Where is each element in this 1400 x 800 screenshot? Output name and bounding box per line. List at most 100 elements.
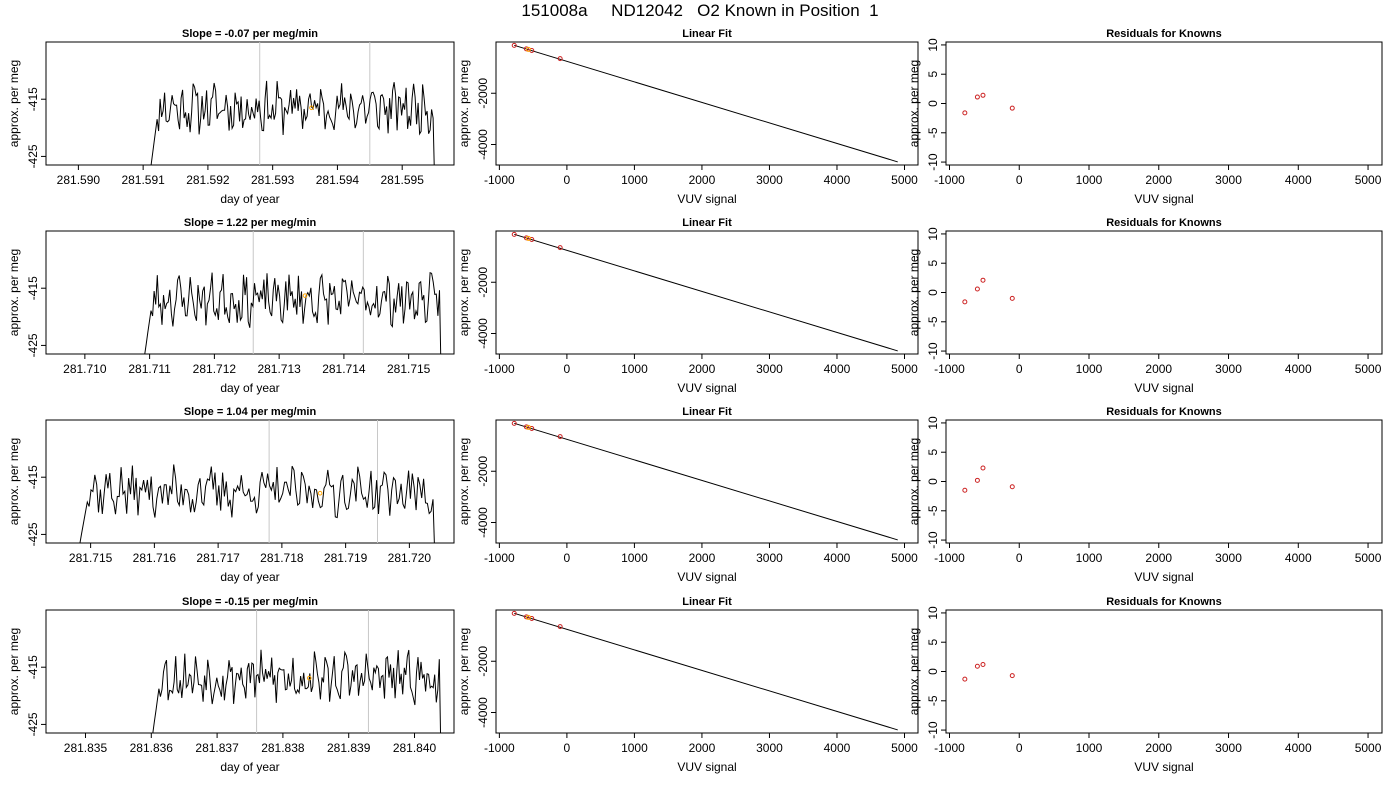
timeseries-3-x-tick-label: 281.720 [388,551,432,565]
linear_fit-3-title: Linear Fit [682,406,732,418]
residuals-1-y-tick-label: -10 [926,153,940,171]
linear_fit-3-plot-frame [495,419,919,544]
linear_fit-1-data-point [511,42,517,48]
residuals-1-plot-frame [945,41,1383,166]
linear_fit-3-x-tick-label: 3000 [756,551,783,565]
linear_fit-4-x-tick-label: 2000 [689,741,716,755]
residuals-2-y-tick-label: -10 [926,342,940,360]
timeseries-3-y-tick-label: -425 [26,522,40,546]
timeseries-2-y-axis-label: approx. per meg [7,249,21,336]
timeseries-4-x-tick-label: 281.838 [261,741,305,755]
residuals-1-x-axis-label: VUV signal [1134,192,1193,206]
residuals-3-y-tick-label: 0 [926,478,940,485]
linear_fit-3-y-axis-label: approx. per meg [457,438,471,525]
linear_fit-4-data-point [557,624,563,630]
residuals-1-x-tick-label: 2000 [1145,173,1172,187]
residuals-3-y-axis-label: approx. per meg [907,438,921,525]
timeseries-4-x-tick-label: 281.836 [130,741,174,755]
linear_fit-2-x-tick-label: 5000 [891,362,918,376]
timeseries-3-y-axis-label: approx. per meg [7,438,21,525]
residuals-4-y-tick-label: 10 [926,606,940,620]
residuals-4-x-tick-label: 0 [1016,741,1023,755]
residuals-2-y-tick-label: 10 [926,227,940,241]
residuals-4-x-tick-label: 3000 [1215,741,1242,755]
linear_fit-2-y-axis-label: approx. per meg [457,249,471,336]
linear_fit-4-highlight-point [525,614,531,620]
linear_fit-4-y-tick-label: -4000 [476,697,490,728]
linear_fit-3-x-tick-label: 1000 [621,551,648,565]
residuals-3-x-tick-label: 2000 [1145,551,1172,565]
residuals-2-data-point [962,299,968,305]
linear_fit-3-y-tick-label: -4000 [476,507,490,538]
residuals-3-data-point [962,487,968,493]
residuals-2-y-tick-label: 5 [926,260,940,267]
linear_fit-1-y-tick-label: -4000 [476,129,490,160]
residuals-4-y-tick-label: -10 [926,721,940,739]
timeseries-4-y-tick-label: -415 [26,655,40,679]
residuals-3-x-tick-label: 3000 [1215,551,1242,565]
residuals-2-x-tick-label: 4000 [1285,362,1312,376]
linear_fit-2-data-point [557,245,563,251]
timeseries-4-title: Slope = -0.15 per meg/min [182,596,318,608]
timeseries-1-y-tick-label: -425 [26,144,40,168]
linear_fit-4-y-tick-label: -2000 [476,646,490,677]
residuals-4-data-point [1009,673,1015,679]
linear_fit-2-data-point [511,231,517,237]
residuals-2-title: Residuals for Knowns [1106,217,1222,229]
residuals-3-y-tick-label: -5 [926,505,940,516]
timeseries-4-plot-frame [45,609,455,734]
linear_fit-1-data-point [523,46,529,52]
linear_fit-1-x-tick-label: 5000 [891,173,918,187]
residuals-2-data-point [1009,295,1015,301]
timeseries-2-series-line [144,271,442,354]
linear_fit-1-x-tick-label: 2000 [689,173,716,187]
linear_fit-1-x-tick-label: 1000 [621,173,648,187]
residuals-4-title: Residuals for Knowns [1106,596,1222,608]
timeseries-2-x-tick-label: 281.712 [193,362,237,376]
timeseries-4-highlight-point [306,675,312,681]
residuals-1-y-tick-label: 10 [926,38,940,52]
residuals-2-x-tick-label: 1000 [1076,362,1103,376]
linear_fit-4-x-axis-label: VUV signal [677,760,736,774]
linear_fit-4-plot-frame [495,609,919,734]
residuals-4-x-axis-label: VUV signal [1134,760,1193,774]
timeseries-2-x-axis-label: day of year [220,381,279,395]
page-title: 151008a ND12042 O2 Known in Position 1 [521,1,879,20]
residuals-1-x-tick-label: 1000 [1076,173,1103,187]
timeseries-1-x-tick-label: 281.595 [380,173,424,187]
timeseries-3-x-axis-label: day of year [220,570,279,584]
timeseries-3-y-tick-label: -415 [26,465,40,489]
linear_fit-1-highlight-point [525,46,531,52]
linear_fit-2-title: Linear Fit [682,217,732,229]
residuals-1-data-point [1009,105,1015,111]
timeseries-1-plot-frame [45,41,455,166]
residuals-4-x-tick-label: 2000 [1145,741,1172,755]
timeseries-3-x-tick-label: 281.715 [69,551,113,565]
linear_fit-3-fit-line [514,422,898,541]
residuals-4-data-point [962,676,968,682]
residuals-2-x-tick-label: 5000 [1355,362,1382,376]
linear_fit-3-data-point [523,424,529,430]
residuals-2-x-tick-label: 3000 [1215,362,1242,376]
linear_fit-2-y-tick-label: -2000 [476,267,490,298]
linear_fit-1-x-tick-label: 0 [564,173,571,187]
linear_fit-1-x-axis-label: VUV signal [677,192,736,206]
timeseries-4-x-tick-label: 281.837 [195,741,239,755]
timeseries-2-x-tick-label: 281.714 [322,362,366,376]
residuals-3-y-tick-label: 5 [926,449,940,456]
timeseries-2-highlight-point [302,293,308,298]
timeseries-1-x-tick-label: 281.593 [251,173,295,187]
linear_fit-4-data-point [511,610,517,616]
linear_fit-4-y-axis-label: approx. per meg [457,628,471,715]
linear_fit-2-x-tick-label: -1000 [484,362,515,376]
linear_fit-4-x-tick-label: 5000 [891,741,918,755]
residuals-4-y-axis-label: approx. per meg [907,628,921,715]
linear_fit-1-fit-line [514,44,898,163]
timeseries-1-y-axis-label: approx. per meg [7,60,21,147]
residuals-2-y-tick-label: 0 [926,289,940,296]
linear_fit-1-plot-frame [495,41,919,166]
timeseries-1-x-tick-label: 281.594 [316,173,360,187]
linear_fit-2-x-tick-label: 0 [564,362,571,376]
linear_fit-4-x-tick-label: 3000 [756,741,783,755]
